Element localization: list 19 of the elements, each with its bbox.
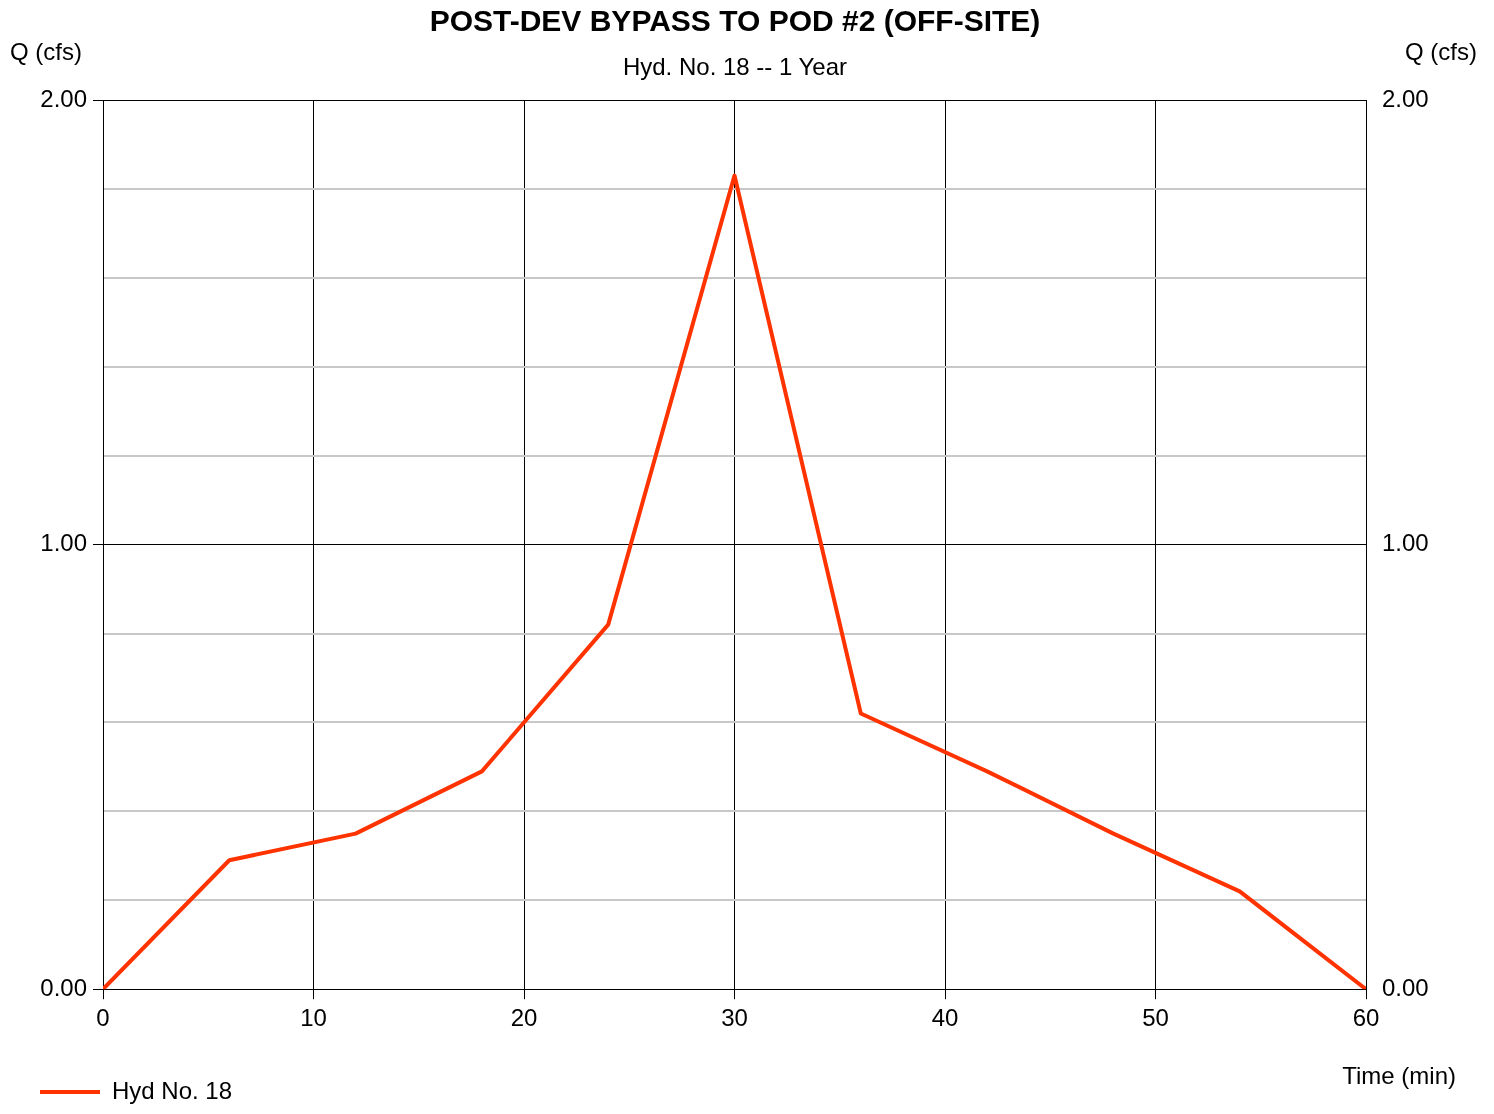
y2-tick-label: 0.00 <box>1382 973 1429 1001</box>
x-tick-label: 50 <box>1142 1004 1169 1032</box>
y2-tick-label: 2.00 <box>1382 84 1429 112</box>
y2-tick-label: 1.00 <box>1382 529 1429 557</box>
y-tick-label: 1.00 <box>40 529 87 557</box>
x-axis-title: Time (min) <box>1342 1062 1456 1090</box>
legend-label: Hyd No. 18 <box>112 1076 233 1104</box>
x-tick-label: 30 <box>721 1004 748 1032</box>
y-axis-title: Q (cfs) <box>10 38 82 66</box>
x-tick-label: 60 <box>1352 1004 1380 1032</box>
chart-title: POST-DEV BYPASS TO POD #2 (OFF-SITE) <box>428 4 1042 38</box>
y2-axis-title: Q (cfs) <box>1405 38 1477 66</box>
y-tick-label: 2.00 <box>40 84 87 112</box>
x-tick-label: 10 <box>300 1004 327 1032</box>
y-tick-label: 0.00 <box>40 973 87 1001</box>
x-tick-label: 0 <box>96 1004 110 1032</box>
chart-subtitle: Hyd. No. 18 -- 1 Year <box>622 53 848 80</box>
x-tick-label: 20 <box>510 1004 538 1032</box>
x-tick-label: 40 <box>931 1004 959 1032</box>
